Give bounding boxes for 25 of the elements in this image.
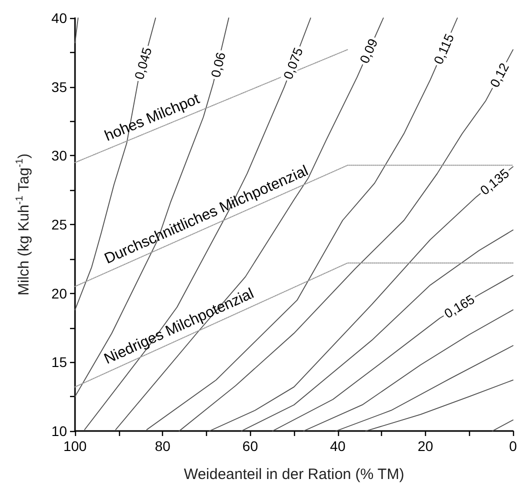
y-tick-label: 25 xyxy=(51,216,68,232)
y-tick-label: 10 xyxy=(51,423,68,439)
annotation: 0,115 xyxy=(430,32,457,66)
x-tick-label: 0 xyxy=(509,438,518,454)
y-tick-label: 40 xyxy=(51,10,68,26)
line-series xyxy=(84,18,312,430)
line-series xyxy=(365,380,514,432)
y-tick-label: 30 xyxy=(51,148,68,164)
annotation: 0,12 xyxy=(486,60,512,90)
annotation: 0,09 xyxy=(356,36,381,66)
line-series xyxy=(272,274,514,432)
y-tick-label: 15 xyxy=(51,354,68,370)
x-tick-label: 20 xyxy=(418,438,434,454)
x-tick-label: 100 xyxy=(63,438,87,454)
y-axis-title: Milch (kg Kuh-1 Tag-1) xyxy=(14,154,32,296)
x-tick-label: 60 xyxy=(242,438,258,454)
x-axis-title: Weideanteil in der Ration (% TM) xyxy=(184,466,404,483)
y-tick-label: 20 xyxy=(51,285,68,302)
line-series xyxy=(336,345,514,432)
y-tick-label: 35 xyxy=(51,78,68,95)
annotation: 0,045 xyxy=(131,46,155,82)
x-tick-label: 40 xyxy=(330,438,346,454)
annotation: 0,06 xyxy=(208,50,228,79)
annotation: 0,075 xyxy=(280,46,306,82)
x-tick-label: 80 xyxy=(154,438,171,454)
